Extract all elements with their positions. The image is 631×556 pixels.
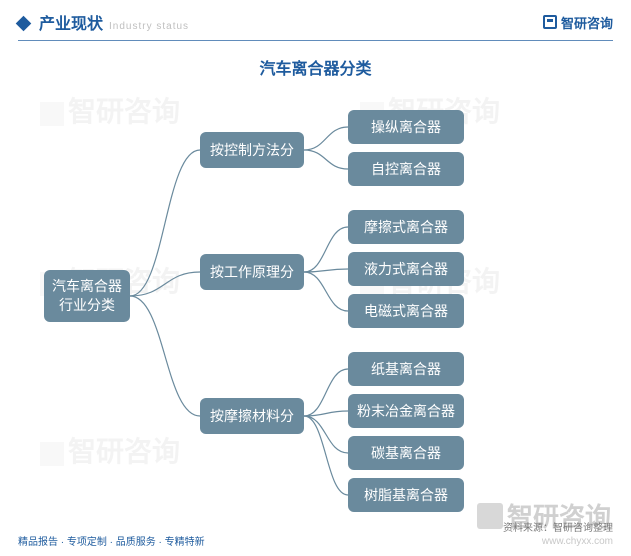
- footer-right: 资料来源：智研咨询整理 www.chyxx.com: [503, 522, 613, 548]
- tree-root: 汽车离合器行业分类: [44, 270, 130, 322]
- header-divider: [18, 40, 613, 41]
- tree-leaf-2-1: 粉末冶金离合器: [348, 394, 464, 428]
- tree-category-0: 按控制方法分: [200, 132, 304, 168]
- header: 产业现状 Industry status 智研咨询: [0, 0, 631, 38]
- footer-left: 精品报告 · 专项定制 · 品质服务 · 专精特新: [18, 533, 205, 548]
- tree-leaf-2-3: 树脂基离合器: [348, 478, 464, 512]
- footer-url: www.chyxx.com: [503, 535, 613, 548]
- tree-diagram: 汽车离合器行业分类 按控制方法分 操纵离合器自控离合器按工作原理分 摩擦式离合器液力式…: [0, 80, 631, 520]
- tree-leaf-0-0: 操纵离合器: [348, 110, 464, 144]
- tree-leaf-1-2: 电磁式离合器: [348, 294, 464, 328]
- brand-icon: [543, 15, 557, 29]
- tree-leaf-2-0: 纸基离合器: [348, 352, 464, 386]
- tree-leaf-1-1: 液力式离合器: [348, 252, 464, 286]
- header-left: 产业现状 Industry status: [18, 10, 189, 34]
- tree-leaf-2-2: 碳基离合器: [348, 436, 464, 470]
- header-title: 产业现状: [39, 10, 103, 34]
- chart-title: 汽车离合器分类: [0, 55, 631, 79]
- header-subtitle: Industry status: [109, 21, 189, 32]
- footer: 精品报告 · 专项定制 · 品质服务 · 专精特新 资料来源：智研咨询整理 ww…: [0, 522, 631, 556]
- tree-leaf-0-1: 自控离合器: [348, 152, 464, 186]
- tree-category-2: 按摩擦材料分: [200, 398, 304, 434]
- header-brand: 智研咨询: [543, 13, 613, 32]
- diamond-icon: [16, 16, 32, 32]
- footer-source: 资料来源：智研咨询整理: [503, 522, 613, 535]
- tree-leaf-1-0: 摩擦式离合器: [348, 210, 464, 244]
- tree-category-1: 按工作原理分: [200, 254, 304, 290]
- brand-text: 智研咨询: [561, 13, 613, 32]
